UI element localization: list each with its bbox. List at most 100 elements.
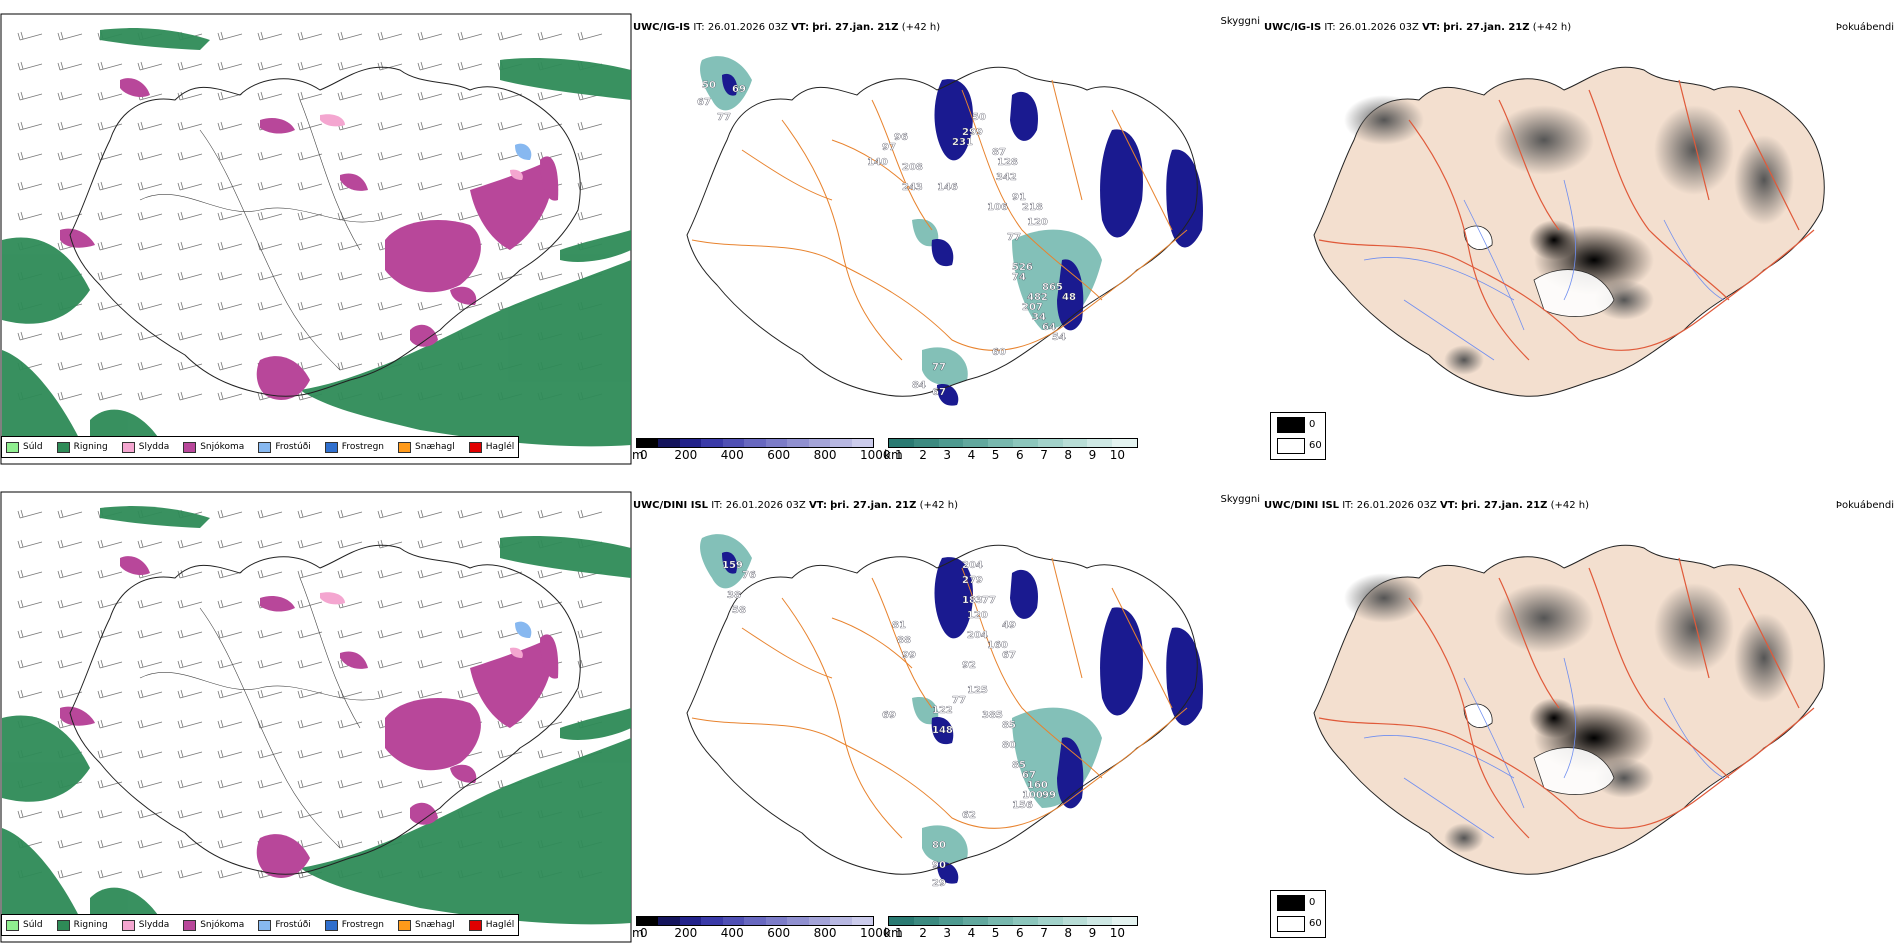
wind-barb (577, 151, 603, 161)
wind-barb (97, 599, 123, 609)
colorbar-cell (1087, 439, 1113, 447)
wind-barb (337, 839, 363, 849)
visibility-value-label: 120 (1027, 217, 1048, 228)
legend-label: Súld (23, 920, 43, 930)
visibility-value-label: 38 (727, 590, 741, 601)
wind-barb (257, 509, 283, 519)
wind-barb (257, 779, 283, 789)
wind-barb (97, 331, 123, 341)
legend-swatch (121, 919, 135, 931)
visibility-value-label: 106 (987, 202, 1008, 213)
wind-barb (417, 181, 443, 191)
wind-barb (57, 869, 83, 879)
colorbar-cell (1037, 439, 1063, 447)
wind-barb (497, 271, 523, 281)
wind-barb (337, 539, 363, 549)
visibility-value-label: 80 (932, 840, 946, 851)
colorbar-tick: 9 (1088, 448, 1097, 462)
legend-item: Frostregn (324, 919, 385, 931)
wind-barb (97, 391, 123, 401)
wind-barb (177, 151, 203, 161)
wind-barb (217, 749, 243, 759)
wind-barb (17, 809, 43, 819)
visibility-value-label: 77 (717, 112, 731, 123)
legend-label: Frostregn (341, 920, 385, 930)
valid-time-label: VT: (808, 500, 827, 511)
wind-barb (17, 31, 43, 41)
wind-barb (337, 301, 363, 311)
wind-barb (297, 689, 323, 699)
visibility-value-label: 76 (742, 570, 756, 581)
colorbar-cell (765, 439, 788, 447)
wind-barb (97, 361, 123, 371)
wind-barb (57, 361, 83, 371)
wind-barb (177, 241, 203, 251)
wind-barb (297, 61, 323, 71)
wind-barb (537, 599, 563, 609)
wind-barb (417, 211, 443, 221)
wind-barb (17, 211, 43, 221)
legend-label: Slydda (138, 920, 170, 930)
colorbar-tick: 1000 (860, 448, 891, 462)
wind-barb (177, 599, 203, 609)
wind-barb (297, 599, 323, 609)
visibility-value-label: 67 (697, 97, 711, 108)
wind-barb (137, 659, 163, 669)
legend-swatch (258, 919, 272, 931)
wind-barb (377, 121, 403, 131)
wind-barb (217, 599, 243, 609)
panel-type-label: Þokuábendi (1835, 500, 1894, 511)
wind-barb (417, 599, 443, 609)
wind-barb (457, 151, 483, 161)
fog-legend-light-label: 60 (1309, 918, 1322, 929)
wind-barb (177, 809, 203, 819)
visibility-m-colorbar: 0 200 400 600 800 1000 (636, 916, 891, 940)
wind-barb (177, 301, 203, 311)
wind-barb (457, 509, 483, 519)
visibility-value-label: 91 (1012, 192, 1026, 203)
colorbar-tick: 5 (991, 448, 1000, 462)
wind-barb (57, 839, 83, 849)
wind-barb (377, 629, 403, 639)
colorbar-tick: 600 (767, 926, 791, 940)
wind-barb (497, 599, 523, 609)
wind-barb (457, 569, 483, 579)
colorbar-cell (889, 439, 914, 447)
wind-barb (577, 211, 603, 221)
wind-barb (377, 61, 403, 71)
wind-barb (297, 151, 323, 161)
wind-barb (97, 151, 123, 161)
wind-barb (257, 181, 283, 191)
wind-barb (257, 31, 283, 41)
wind-barb (457, 629, 483, 639)
wind-barb (297, 779, 323, 789)
colorbar-tick: 2 (919, 926, 927, 940)
wind-barb (217, 809, 243, 819)
visibility-value-label: 34 (1032, 312, 1046, 323)
init-time: 26.01.2026 03Z (725, 500, 806, 511)
wind-barb (417, 151, 443, 161)
fog-legend-dark-label: 0 (1309, 419, 1316, 430)
visibility-km-unit: km (884, 448, 903, 462)
colorbar-cell (765, 917, 788, 925)
visibility-value-label: 62 (962, 810, 976, 821)
colorbar-cell (701, 439, 723, 447)
lead-time: (+42 h) (919, 500, 959, 511)
wind-barb (297, 91, 323, 101)
visibility-value-label: 156 (1012, 800, 1033, 811)
legend-label: Frostúði (275, 442, 311, 452)
visibility-value-label: 204 (962, 560, 983, 571)
wind-barb (297, 749, 323, 759)
visibility-value-label: 120 (967, 610, 988, 621)
wind-barb (537, 749, 563, 759)
fog-panel: UWC/DINI ISL IT: 26.01.2026 03Z VT: þri.… (1264, 478, 1900, 943)
colorbar-cell (1112, 917, 1137, 925)
wind-barb (257, 151, 283, 161)
wind-barb (337, 809, 363, 819)
colorbar-cell (1037, 917, 1063, 925)
colorbar-cell (679, 439, 702, 447)
wind-barb (57, 31, 83, 41)
wind-barb (17, 331, 43, 341)
colorbar-tick: 6 (1016, 926, 1024, 940)
